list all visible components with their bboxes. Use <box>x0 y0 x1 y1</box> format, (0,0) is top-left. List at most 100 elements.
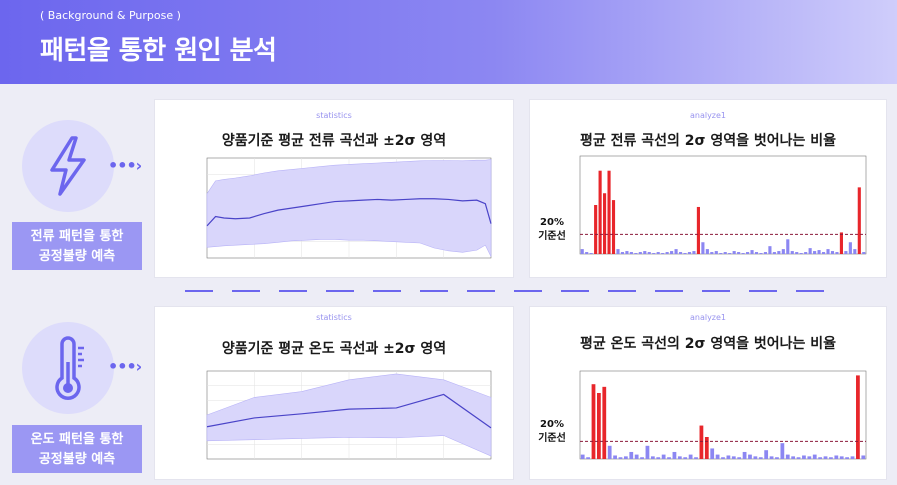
ratio-bar <box>705 249 709 254</box>
ratio-bar <box>848 242 852 254</box>
temp-stats-panel: statistics 양품기준 평균 온도 곡선과 ±2σ 영역 <box>154 306 514 480</box>
header-banner: ( Background & Purpose ) 패턴을 통한 원인 분석 <box>0 0 897 84</box>
threshold-label: 기준선 <box>538 433 566 444</box>
temp-threshold-annotation: 20% 기준선 <box>534 418 570 446</box>
ratio-bar <box>834 455 839 459</box>
ratio-bar <box>830 251 835 254</box>
ratio-bar <box>667 457 671 459</box>
ratio-bar <box>618 457 623 459</box>
temp-label-line1: 온도 패턴을 통한 <box>30 432 124 447</box>
ratio-bar <box>602 386 607 459</box>
ratio-bar <box>692 251 696 254</box>
separator-dash <box>796 290 824 292</box>
ratio-bar <box>701 242 705 254</box>
ratio-bar <box>677 456 682 459</box>
ratio-bar <box>764 450 769 459</box>
ratio-bar <box>607 170 611 254</box>
ratio-bar <box>796 457 801 459</box>
separator-dash <box>608 290 636 292</box>
ratio-bar <box>790 251 794 254</box>
current-band-chart <box>206 157 492 259</box>
ratio-bar <box>839 232 843 254</box>
ratio-bar <box>732 251 736 254</box>
ratio-bar <box>845 457 850 459</box>
plot-area <box>579 155 867 255</box>
ratio-bar <box>603 193 607 254</box>
ratio-bar <box>715 454 720 459</box>
ratio-bar <box>742 451 747 459</box>
ratio-bar <box>629 252 633 254</box>
ratio-bar <box>768 246 772 254</box>
threshold-value: 20% <box>540 217 564 228</box>
threshold-label: 기준선 <box>538 231 566 242</box>
ratio-bar <box>704 437 709 459</box>
ratio-bar <box>726 455 731 459</box>
ratio-bar <box>688 454 693 459</box>
mean-line <box>206 393 492 429</box>
ratio-bar <box>586 457 590 459</box>
ratio-bar <box>804 252 808 254</box>
separator-dash <box>749 290 777 292</box>
arrow-right-icon: •••› <box>108 357 142 376</box>
ratio-bar <box>683 253 687 254</box>
ratio-bar <box>656 457 661 459</box>
ratio-bar <box>699 425 704 459</box>
ratio-bar <box>775 457 779 459</box>
ratio-bar <box>839 456 844 459</box>
ratio-bar <box>812 454 817 459</box>
ratio-bar <box>638 252 642 254</box>
ratio-bar <box>643 251 647 254</box>
separator-dash <box>561 290 589 292</box>
panel-title: 양품기준 평균 전류 곡선과 ±2σ 영역 <box>221 133 447 149</box>
ratio-bar <box>802 455 806 459</box>
current-label-line1: 전류 패턴을 통한 <box>30 229 124 244</box>
ratio-bar <box>728 253 732 254</box>
ratio-bar <box>589 253 593 254</box>
separator-dash <box>279 290 307 292</box>
panel-tag: analyze1 <box>689 313 727 322</box>
ratio-bar <box>862 252 866 254</box>
temp-analyze-panel: analyze1 평균 온도 곡선의 2σ 영역을 벗어나는 비율 20% 기준… <box>529 306 887 480</box>
ratio-bar <box>616 249 620 254</box>
temp-exceed-chart <box>579 370 867 460</box>
ratio-bar <box>823 456 828 459</box>
ratio-bar <box>620 252 625 254</box>
current-icon-circle <box>22 120 114 212</box>
ratio-bar <box>818 457 823 459</box>
ratio-bar <box>785 454 790 459</box>
separator-dash <box>373 290 401 292</box>
ratio-bar <box>807 456 812 459</box>
ratio-bar <box>714 251 718 254</box>
ratio-bar <box>763 252 768 254</box>
temp-icon-circle <box>22 322 114 414</box>
ratio-bar <box>791 456 796 459</box>
ratio-bar <box>678 252 683 254</box>
mean-line <box>206 198 492 227</box>
ratio-bar <box>850 456 855 459</box>
ratio-bar <box>754 252 759 254</box>
temp-label-box: 온도 패턴을 통한 공정불량 예측 <box>12 425 142 473</box>
page-title: 패턴을 통한 원인 분석 <box>40 36 277 66</box>
ratio-bar <box>769 456 774 459</box>
ratio-bar <box>826 249 830 254</box>
header-subtitle: ( Background & Purpose ) <box>40 9 181 22</box>
ratio-bar <box>786 239 790 254</box>
temp-band-chart <box>206 370 492 460</box>
ratio-bar <box>694 457 698 459</box>
ratio-bar <box>661 253 665 254</box>
current-label-line2: 공정불량 예측 <box>38 249 116 264</box>
ratio-bar <box>594 205 598 254</box>
ratio-bar <box>647 252 651 254</box>
separator-dash <box>655 290 683 292</box>
current-label-box: 전류 패턴을 통한 공정불량 예측 <box>12 222 142 270</box>
ratio-bar <box>683 457 688 459</box>
panel-tag: statistics <box>316 313 352 322</box>
separator-dash <box>467 290 495 292</box>
ratio-bar <box>580 454 585 459</box>
ratio-bar <box>611 200 616 254</box>
current-stats-panel: statistics 양품기준 평균 전류 곡선과 ±2σ 영역 <box>154 99 514 278</box>
ratio-bar <box>710 448 715 459</box>
separator-dash <box>185 290 213 292</box>
ratio-bar <box>613 455 617 459</box>
ratio-bar <box>759 253 763 254</box>
